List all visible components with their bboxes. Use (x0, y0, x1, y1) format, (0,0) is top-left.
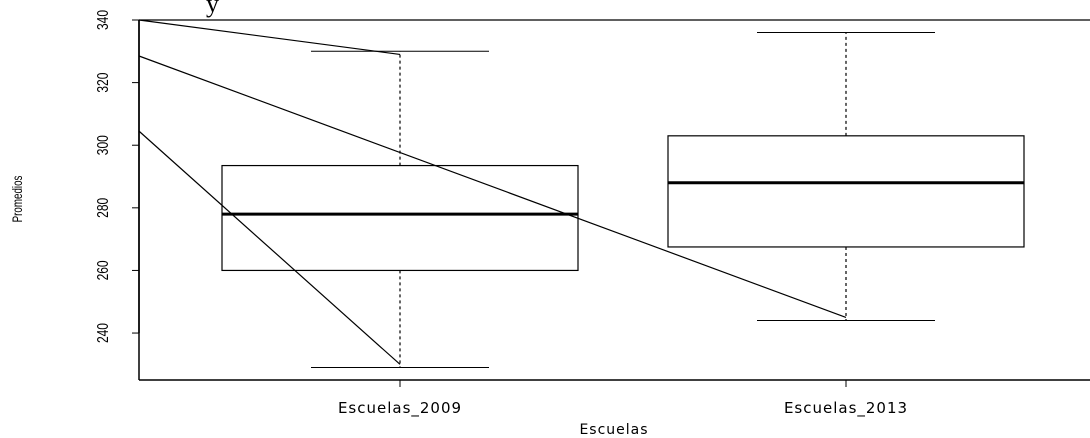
y-tick-label: 280 (94, 198, 112, 218)
y-axis: 240 260 280 300 320 340 (94, 10, 140, 380)
overlay-line (138, 55, 847, 318)
iqr-box (667, 135, 1025, 248)
overlay-line (138, 130, 401, 365)
x-axis-title: Escuelas (579, 422, 648, 438)
x-tick-label: Escuelas_2013 (784, 399, 908, 418)
y-tick-label: 300 (94, 135, 112, 155)
overlay-line (138, 19, 401, 56)
x-axis: Escuelas_2009 Escuelas_2013 (139, 379, 1090, 418)
y-axis-title: Promedios (9, 176, 25, 223)
chart-title-fragment: y (206, 0, 219, 18)
x-tick-label: Escuelas_2009 (338, 399, 462, 418)
y-tick-label: 340 (94, 10, 112, 30)
box-Escuelas_2009 (221, 50, 579, 368)
y-tick-label: 240 (94, 323, 112, 343)
y-tick-label: 260 (94, 260, 112, 280)
plot-area (138, 19, 1090, 368)
y-tick-label: 320 (94, 72, 112, 92)
box-Escuelas_2013 (667, 32, 1025, 322)
iqr-box (221, 164, 579, 272)
